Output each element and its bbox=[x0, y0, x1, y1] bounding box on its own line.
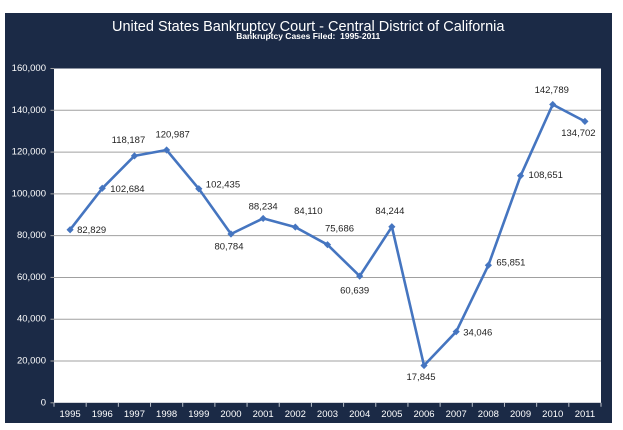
x-axis-label: 1995 bbox=[60, 409, 81, 420]
x-axis-label: 2003 bbox=[317, 409, 338, 420]
data-label: 17,845 bbox=[406, 372, 435, 383]
data-point-marker bbox=[549, 100, 557, 109]
x-axis-label: 2002 bbox=[285, 409, 306, 420]
data-label: 120,987 bbox=[155, 130, 189, 141]
x-axis-label: 2009 bbox=[510, 409, 531, 420]
data-label: 84,110 bbox=[294, 206, 322, 217]
x-axis-label: 2011 bbox=[575, 409, 595, 420]
x-axis-label: 1997 bbox=[124, 409, 145, 420]
x-axis-label: 1998 bbox=[156, 409, 177, 420]
x-axis-label: 2005 bbox=[381, 409, 402, 420]
data-point-marker bbox=[195, 185, 203, 193]
x-axis-label: 2004 bbox=[349, 409, 370, 420]
y-axis-label: 60,000 bbox=[17, 272, 46, 283]
data-point-marker bbox=[66, 226, 74, 234]
data-label: 80,784 bbox=[214, 242, 243, 253]
data-label: 65,851 bbox=[496, 258, 525, 269]
y-axis-label: 120,000 bbox=[12, 147, 46, 158]
data-point-marker bbox=[452, 328, 460, 336]
y-axis-label: 140,000 bbox=[12, 105, 46, 116]
x-axis-label: 2007 bbox=[446, 409, 467, 420]
data-point-marker bbox=[484, 261, 492, 269]
x-axis-label: 2010 bbox=[542, 409, 563, 420]
data-point-marker bbox=[98, 184, 106, 192]
y-axis-label: 20,000 bbox=[17, 356, 46, 367]
chart-subtitle: Bankruptcy Cases Filed: 1995-2011 bbox=[236, 31, 381, 41]
x-axis-label: 2000 bbox=[220, 409, 241, 420]
data-point-marker bbox=[227, 230, 235, 238]
data-point-marker bbox=[356, 272, 364, 280]
x-axis-label: 1999 bbox=[188, 409, 209, 420]
chart-title: United States Bankruptcy Court - Central… bbox=[112, 18, 505, 35]
x-axis-label: 1996 bbox=[92, 409, 113, 420]
data-label: 102,684 bbox=[110, 184, 144, 195]
x-axis-label: 2006 bbox=[413, 409, 434, 420]
y-axis-label: 160,000 bbox=[12, 63, 46, 74]
data-label: 75,686 bbox=[325, 224, 354, 235]
data-point-marker bbox=[291, 223, 299, 231]
data-label: 88,234 bbox=[249, 201, 278, 212]
y-axis-label: 100,000 bbox=[12, 188, 46, 199]
data-label: 82,829 bbox=[77, 225, 106, 236]
data-label: 60,639 bbox=[340, 286, 369, 297]
x-axis-label: 2001 bbox=[253, 409, 274, 420]
data-label: 108,651 bbox=[529, 170, 563, 181]
data-point-marker bbox=[130, 152, 139, 160]
x-axis-label: 2008 bbox=[478, 409, 499, 420]
data-point-marker bbox=[581, 117, 589, 125]
data-point-marker bbox=[420, 361, 428, 370]
y-axis-label: 80,000 bbox=[17, 230, 46, 241]
data-point-marker bbox=[323, 241, 332, 249]
data-point-marker bbox=[259, 214, 267, 223]
y-axis-label: 0 bbox=[41, 397, 46, 408]
data-label: 134,702 bbox=[561, 128, 595, 139]
data-point-marker bbox=[163, 146, 171, 154]
data-label: 118,187 bbox=[112, 135, 146, 146]
data-label: 142,789 bbox=[535, 85, 569, 96]
data-label: 84,244 bbox=[375, 206, 404, 217]
y-axis-label: 40,000 bbox=[17, 314, 46, 325]
data-point-marker bbox=[516, 172, 525, 180]
data-label: 34,046 bbox=[463, 328, 492, 339]
data-label: 102,435 bbox=[206, 179, 240, 190]
data-point-marker bbox=[388, 223, 396, 231]
